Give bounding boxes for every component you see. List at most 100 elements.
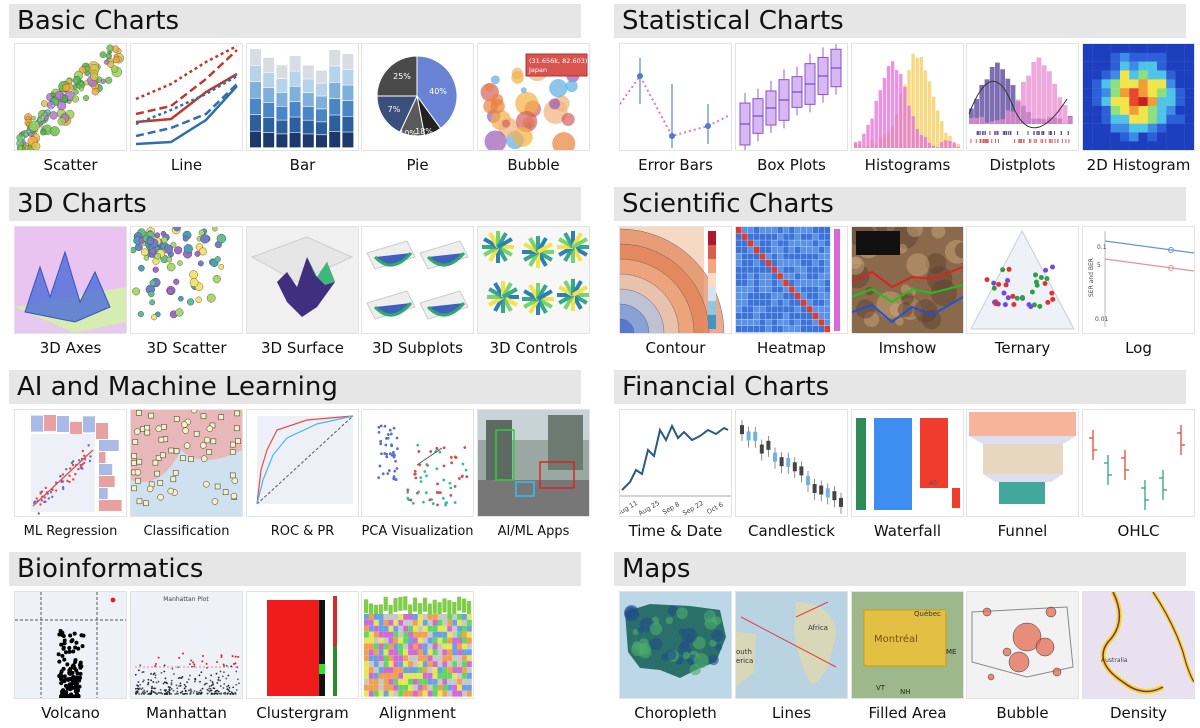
chart-thumbnail[interactable] — [967, 410, 1078, 516]
chart-card-line[interactable]: Line — [131, 44, 242, 180]
chart-card-label[interactable]: 3D Axes — [5, 339, 136, 357]
chart-thumbnail[interactable] — [620, 227, 731, 333]
chart-thumbnail[interactable]: (31.656k, 82.603)Japan — [478, 44, 589, 150]
chart-card-distplots[interactable]: Distplots — [967, 44, 1078, 180]
chart-thumbnail[interactable] — [247, 592, 358, 698]
chart-card-subplots3d[interactable]: 3D Subplots — [362, 227, 473, 363]
chart-card-choropleth[interactable]: Choropleth — [620, 592, 731, 728]
chart-card-funnel[interactable]: Funnel — [967, 410, 1078, 546]
chart-thumbnail[interactable] — [15, 592, 126, 698]
chart-thumbnail[interactable] — [967, 592, 1078, 698]
section-title[interactable]: Basic Charts — [17, 4, 179, 38]
chart-thumbnail[interactable] — [362, 592, 473, 698]
chart-thumbnail[interactable] — [478, 410, 589, 516]
chart-card-pie[interactable]: 25%40%18%10%7%Pie — [362, 44, 473, 180]
chart-thumbnail[interactable] — [967, 44, 1078, 150]
chart-thumbnail[interactable] — [736, 44, 847, 150]
chart-card-contour[interactable]: Contour — [620, 227, 731, 363]
chart-card-ternary[interactable]: Ternary — [967, 227, 1078, 363]
section-title[interactable]: 3D Charts — [17, 187, 147, 221]
chart-thumbnail[interactable] — [1083, 410, 1194, 516]
chart-thumbnail[interactable] — [852, 227, 963, 333]
chart-thumbnail[interactable]: -40 — [852, 410, 963, 516]
chart-thumbnail[interactable] — [247, 227, 358, 333]
chart-thumbnail[interactable] — [247, 44, 358, 150]
section-title[interactable]: Bioinformatics — [17, 552, 203, 586]
chart-card-histograms[interactable]: Histograms — [852, 44, 963, 180]
chart-thumbnail[interactable] — [131, 44, 242, 150]
chart-thumbnail[interactable] — [478, 227, 589, 333]
section-title[interactable]: Financial Charts — [622, 370, 829, 404]
chart-card-label[interactable]: Log — [1073, 339, 1200, 357]
chart-card-roc[interactable]: ROC & PR — [247, 410, 358, 546]
chart-card-classification[interactable]: Classification — [131, 410, 242, 546]
chart-card-mlreg[interactable]: ML Regression — [15, 410, 126, 546]
chart-card-label[interactable]: Waterfall — [842, 522, 973, 540]
chart-card-candlestick[interactable]: Candlestick — [736, 410, 847, 546]
chart-card-label[interactable]: AI/ML Apps — [468, 524, 599, 539]
chart-thumbnail[interactable] — [967, 227, 1078, 333]
chart-card-label[interactable]: Time & Date — [610, 522, 741, 540]
chart-card-label[interactable]: 2D Histogram — [1073, 156, 1200, 174]
chart-card-label[interactable]: Lines — [726, 704, 857, 722]
chart-thumbnail[interactable] — [15, 227, 126, 333]
chart-thumbnail[interactable]: Australia — [1083, 592, 1194, 698]
chart-card-label[interactable]: Contour — [610, 339, 741, 357]
chart-thumbnail[interactable] — [131, 227, 242, 333]
chart-card-label[interactable]: 3D Scatter — [121, 339, 252, 357]
chart-thumbnail[interactable] — [131, 410, 242, 516]
section-title[interactable]: Maps — [622, 552, 690, 586]
chart-card-label[interactable]: Manhattan — [121, 704, 252, 722]
chart-thumbnail[interactable] — [852, 44, 963, 150]
chart-card-label[interactable]: Pie — [352, 156, 483, 174]
chart-card-label[interactable]: Alignment — [352, 704, 483, 722]
chart-card-label[interactable]: Bubble — [468, 156, 599, 174]
chart-card-label[interactable]: Filled Area — [842, 704, 973, 722]
chart-card-label[interactable]: Bar — [237, 156, 368, 174]
chart-card-label[interactable]: 3D Subplots — [352, 339, 483, 357]
chart-card-label[interactable]: Density — [1073, 704, 1200, 722]
chart-card-ohlc[interactable]: OHLC — [1083, 410, 1194, 546]
chart-card-label[interactable]: Funnel — [957, 522, 1088, 540]
chart-thumbnail[interactable] — [247, 410, 358, 516]
chart-card-label[interactable]: ML Regression — [5, 524, 136, 539]
chart-card-label[interactable]: PCA Visualization — [352, 524, 483, 539]
chart-thumbnail[interactable] — [362, 410, 473, 516]
chart-card-label[interactable]: Volcano — [5, 704, 136, 722]
chart-card-clustergram[interactable]: Clustergram — [247, 592, 358, 728]
chart-card-scatter3d[interactable]: 3D Scatter — [131, 227, 242, 363]
chart-thumbnail[interactable] — [620, 44, 731, 150]
chart-card-label[interactable]: Classification — [121, 524, 252, 539]
chart-thumbnail[interactable]: Manhattan Plot — [131, 592, 242, 698]
chart-card-label[interactable]: ROC & PR — [237, 524, 368, 539]
chart-card-volcano[interactable]: Volcano — [15, 592, 126, 728]
chart-card-label[interactable]: Histograms — [842, 156, 973, 174]
chart-card-aiapps[interactable]: AI/ML Apps — [478, 410, 589, 546]
chart-card-pca[interactable]: PCA Visualization — [362, 410, 473, 546]
chart-thumbnail[interactable]: 25%40%18%10%7% — [362, 44, 473, 150]
chart-card-label[interactable]: Imshow — [842, 339, 973, 357]
chart-card-boxplots[interactable]: Box Plots — [736, 44, 847, 180]
chart-card-label[interactable]: Bubble — [957, 704, 1088, 722]
chart-thumbnail[interactable] — [736, 410, 847, 516]
chart-card-hist2d[interactable]: 2D Histogram — [1083, 44, 1194, 180]
chart-card-label[interactable]: Distplots — [957, 156, 1088, 174]
chart-card-alignment[interactable]: Alignment — [362, 592, 473, 728]
chart-card-controls3d[interactable]: 3D Controls — [478, 227, 589, 363]
chart-thumbnail[interactable] — [1083, 44, 1194, 150]
chart-card-heatmap[interactable]: Heatmap — [736, 227, 847, 363]
chart-card-errorbars[interactable]: Error Bars — [620, 44, 731, 180]
chart-card-label[interactable]: Error Bars — [610, 156, 741, 174]
chart-card-mapbubble[interactable]: Bubble — [967, 592, 1078, 728]
chart-thumbnail[interactable] — [736, 227, 847, 333]
